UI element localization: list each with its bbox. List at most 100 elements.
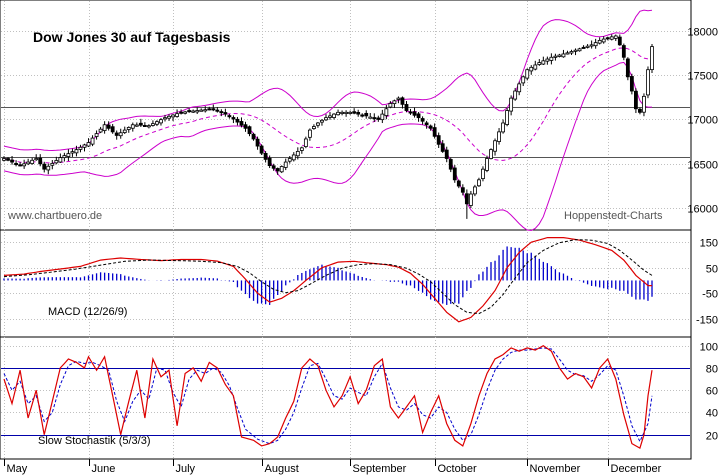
candle-body: [501, 122, 505, 133]
candle-body: [452, 167, 457, 181]
candlestick: [625, 57, 630, 81]
candle-body: [352, 111, 357, 114]
candle-body: [601, 38, 606, 43]
candle-body: [151, 123, 155, 126]
macd-tick-label: 50: [706, 264, 718, 276]
candlestick: [489, 148, 493, 160]
candle-body: [320, 119, 324, 123]
candlestick: [501, 119, 505, 134]
candlestick: [259, 144, 264, 155]
candlestick: [372, 113, 377, 122]
month-label: August: [265, 463, 299, 475]
candle-body: [271, 165, 276, 169]
candlestick: [279, 165, 284, 174]
candle-body: [629, 76, 634, 92]
month-labels: May June July August September October Novembe…: [4, 459, 662, 475]
candle-body: [74, 149, 79, 154]
candle-body: [356, 111, 361, 115]
candlestick: [30, 157, 35, 165]
candlestick: [219, 109, 224, 117]
candle-body: [613, 35, 618, 39]
candle-body: [187, 110, 192, 113]
macd-histogram: [3, 246, 653, 305]
candlestick: [307, 128, 312, 141]
candlestick: [275, 167, 280, 175]
candlestick: [163, 114, 167, 122]
candlestick: [14, 160, 18, 167]
candle-body: [6, 158, 10, 161]
candle-body: [167, 115, 171, 119]
candlestick: [517, 81, 522, 96]
candlestick: [22, 159, 27, 169]
candle-body: [62, 155, 67, 159]
candle-body: [175, 113, 179, 117]
candlestick: [581, 45, 586, 49]
candle-body: [316, 122, 320, 126]
candlestick: [440, 140, 445, 153]
candle-body: [513, 90, 518, 100]
candlestick: [360, 113, 365, 118]
candlestick: [231, 115, 236, 124]
candlestick: [533, 60, 538, 71]
candlestick: [336, 109, 340, 116]
price-tick-label: 16500: [687, 160, 718, 172]
candle-body: [650, 46, 654, 71]
candle-body: [247, 126, 252, 135]
candle-body: [267, 157, 272, 167]
candle-body: [625, 58, 630, 78]
candlestick: [541, 56, 546, 66]
candle-body: [485, 158, 489, 171]
candlestick: [58, 153, 63, 163]
candlestick: [215, 107, 220, 113]
candlestick: [589, 40, 594, 49]
candlestick: [505, 107, 510, 127]
candlestick: [613, 34, 618, 42]
candle-body: [30, 159, 35, 164]
candlestick: [320, 118, 324, 126]
candle-body: [18, 164, 22, 167]
panel-frames: [0, 0, 692, 460]
candlestick: [412, 107, 417, 118]
stochastic-lines: [3, 344, 653, 449]
candlestick: [432, 123, 437, 139]
candlestick: [388, 101, 393, 109]
candle-body: [199, 109, 204, 112]
candlestick: [642, 93, 646, 117]
candle-body: [533, 64, 538, 70]
month-label: June: [92, 463, 116, 475]
candle-body: [497, 131, 501, 142]
candlestick: [473, 184, 477, 197]
candle-body: [332, 113, 336, 118]
candle-body: [243, 124, 248, 129]
candlestick: [549, 53, 554, 65]
candle-body: [54, 160, 59, 164]
candlestick: [66, 149, 71, 161]
candlestick: [464, 189, 469, 219]
candle-body: [473, 186, 477, 195]
candle-body: [159, 119, 163, 124]
candlestick: [82, 143, 87, 152]
candle-body: [340, 111, 344, 114]
candle-body: [171, 114, 175, 118]
candle-body: [605, 37, 610, 40]
candle-body: [203, 109, 208, 112]
candle-body: [66, 153, 71, 157]
candlestick: [10, 155, 14, 165]
candlestick: [146, 124, 151, 129]
candlestick: [90, 135, 95, 147]
stochastic-tick-label: 100: [700, 342, 718, 354]
candle-body: [78, 146, 83, 150]
candlestick: [561, 49, 566, 58]
candlestick: [356, 109, 361, 117]
candle-body: [179, 111, 183, 114]
reference-lines: [1, 107, 690, 436]
candle-body: [219, 111, 224, 114]
candle-body: [517, 83, 522, 93]
candle-body: [360, 114, 365, 117]
candlestick: [384, 105, 389, 120]
candle-body: [58, 157, 63, 163]
candle-body: [255, 138, 260, 147]
candlestick: [106, 121, 111, 131]
candle-body: [114, 132, 119, 136]
